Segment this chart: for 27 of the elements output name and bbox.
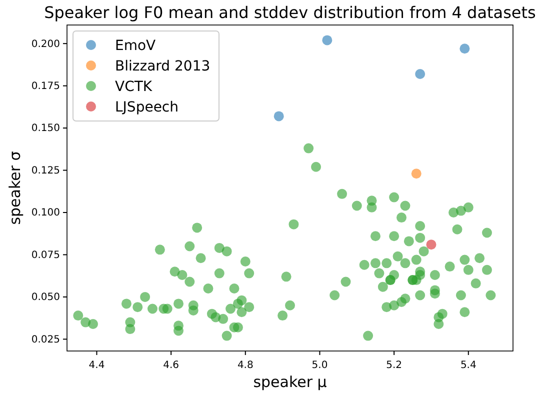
x-tick-label: 5.2	[386, 360, 402, 371]
x-tick-label: 5.4	[460, 360, 476, 371]
y-tick-label: 0.200	[31, 38, 60, 50]
x-tick-label: 4.8	[237, 360, 254, 371]
y-tick-label: 0.175	[31, 81, 60, 92]
point	[411, 168, 422, 179]
y-tick-label: 0.100	[31, 208, 60, 219]
x-axis-title: speaker μ	[253, 373, 328, 391]
y-tick-label: 0.125	[31, 165, 60, 176]
x-tick-label: 4.6	[163, 360, 180, 371]
y-tick-label: 0.075	[31, 250, 60, 261]
x-tick-label: 5.0	[312, 360, 328, 371]
legend-label: Blizzard 2013	[115, 58, 210, 74]
point	[460, 44, 470, 54]
chart-title: Speaker log F0 mean and stddev distribution from 4 datasets	[44, 3, 536, 22]
y-tick-label: 0.150	[31, 123, 60, 134]
point	[322, 35, 332, 46]
y-tick-label: 0.050	[31, 292, 60, 304]
x-tick-label: 4.4	[88, 360, 105, 371]
point	[426, 240, 436, 250]
y-axis-title: speaker σ	[6, 150, 24, 225]
legend-label: EmoV	[115, 38, 156, 54]
legend-label: VCTK	[115, 78, 153, 95]
y-tick-label: 0.025	[31, 334, 60, 346]
point	[415, 68, 426, 79]
legend-label: LJSpeech	[115, 99, 178, 116]
point	[274, 111, 284, 122]
